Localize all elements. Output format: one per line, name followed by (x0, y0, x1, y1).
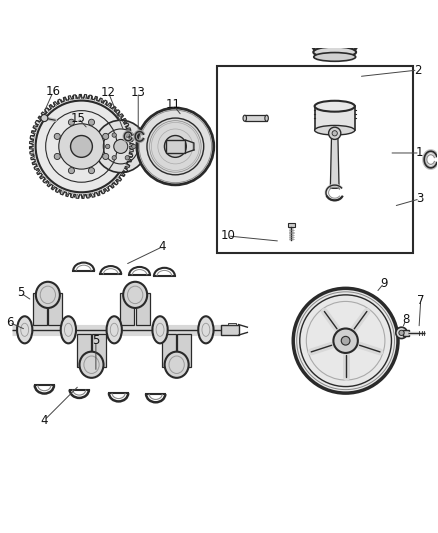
Ellipse shape (314, 53, 356, 61)
Circle shape (106, 144, 110, 149)
Circle shape (396, 327, 407, 338)
Polygon shape (330, 131, 339, 188)
Bar (288, 223, 295, 227)
Ellipse shape (314, 125, 355, 135)
Ellipse shape (123, 282, 147, 308)
Bar (136, 293, 150, 326)
Bar (403, 330, 410, 336)
Circle shape (102, 133, 109, 140)
Ellipse shape (165, 352, 189, 378)
Text: 7: 7 (417, 294, 424, 307)
Circle shape (125, 133, 130, 138)
Text: 13: 13 (131, 86, 146, 99)
Circle shape (164, 135, 186, 157)
Circle shape (125, 156, 130, 160)
Ellipse shape (17, 316, 32, 343)
Circle shape (59, 124, 104, 169)
Text: 5: 5 (92, 334, 99, 347)
Text: 8: 8 (402, 313, 410, 326)
Ellipse shape (198, 316, 214, 343)
Circle shape (293, 288, 398, 393)
Circle shape (328, 127, 341, 140)
Ellipse shape (106, 316, 122, 343)
Circle shape (114, 140, 128, 154)
Circle shape (132, 144, 136, 149)
Bar (221, 325, 239, 335)
Bar (166, 140, 185, 153)
Circle shape (68, 119, 74, 125)
Bar (177, 334, 191, 367)
Text: 11: 11 (166, 99, 180, 111)
Ellipse shape (36, 282, 60, 308)
Text: 2: 2 (414, 63, 421, 77)
Circle shape (41, 115, 48, 122)
Bar (245, 115, 267, 122)
Text: 4: 4 (41, 414, 48, 427)
Bar (33, 293, 47, 326)
Circle shape (35, 101, 127, 192)
Circle shape (54, 154, 60, 159)
Circle shape (137, 108, 214, 185)
Bar (120, 293, 134, 326)
Bar (48, 293, 62, 326)
Circle shape (333, 328, 358, 353)
Circle shape (112, 133, 117, 138)
Text: 1: 1 (416, 147, 424, 159)
Circle shape (102, 154, 109, 159)
Bar (228, 323, 237, 326)
Ellipse shape (313, 41, 357, 53)
Text: 16: 16 (46, 85, 60, 99)
Text: 9: 9 (380, 277, 388, 289)
Circle shape (71, 135, 92, 157)
Text: 15: 15 (71, 111, 85, 125)
Bar (92, 334, 106, 367)
Ellipse shape (265, 115, 268, 122)
Ellipse shape (243, 115, 247, 122)
Text: 6: 6 (6, 316, 13, 329)
Circle shape (112, 156, 117, 160)
Bar (77, 334, 91, 367)
Circle shape (341, 336, 350, 345)
Circle shape (332, 131, 337, 136)
Text: 12: 12 (101, 86, 116, 99)
Text: 4: 4 (159, 240, 166, 253)
Ellipse shape (61, 316, 76, 343)
Circle shape (68, 167, 74, 174)
Text: 3: 3 (416, 192, 424, 205)
Circle shape (399, 330, 404, 335)
Bar (162, 334, 176, 367)
Circle shape (54, 133, 60, 140)
Ellipse shape (313, 47, 356, 58)
Circle shape (88, 167, 95, 174)
Ellipse shape (152, 316, 168, 343)
Bar (314, 106, 355, 130)
Ellipse shape (80, 352, 103, 378)
Bar (217, 66, 413, 253)
Text: 5: 5 (17, 286, 24, 299)
Circle shape (95, 120, 147, 173)
Text: 10: 10 (220, 229, 235, 243)
Ellipse shape (314, 101, 355, 112)
Circle shape (88, 119, 95, 125)
Circle shape (147, 118, 204, 175)
Polygon shape (29, 94, 134, 198)
